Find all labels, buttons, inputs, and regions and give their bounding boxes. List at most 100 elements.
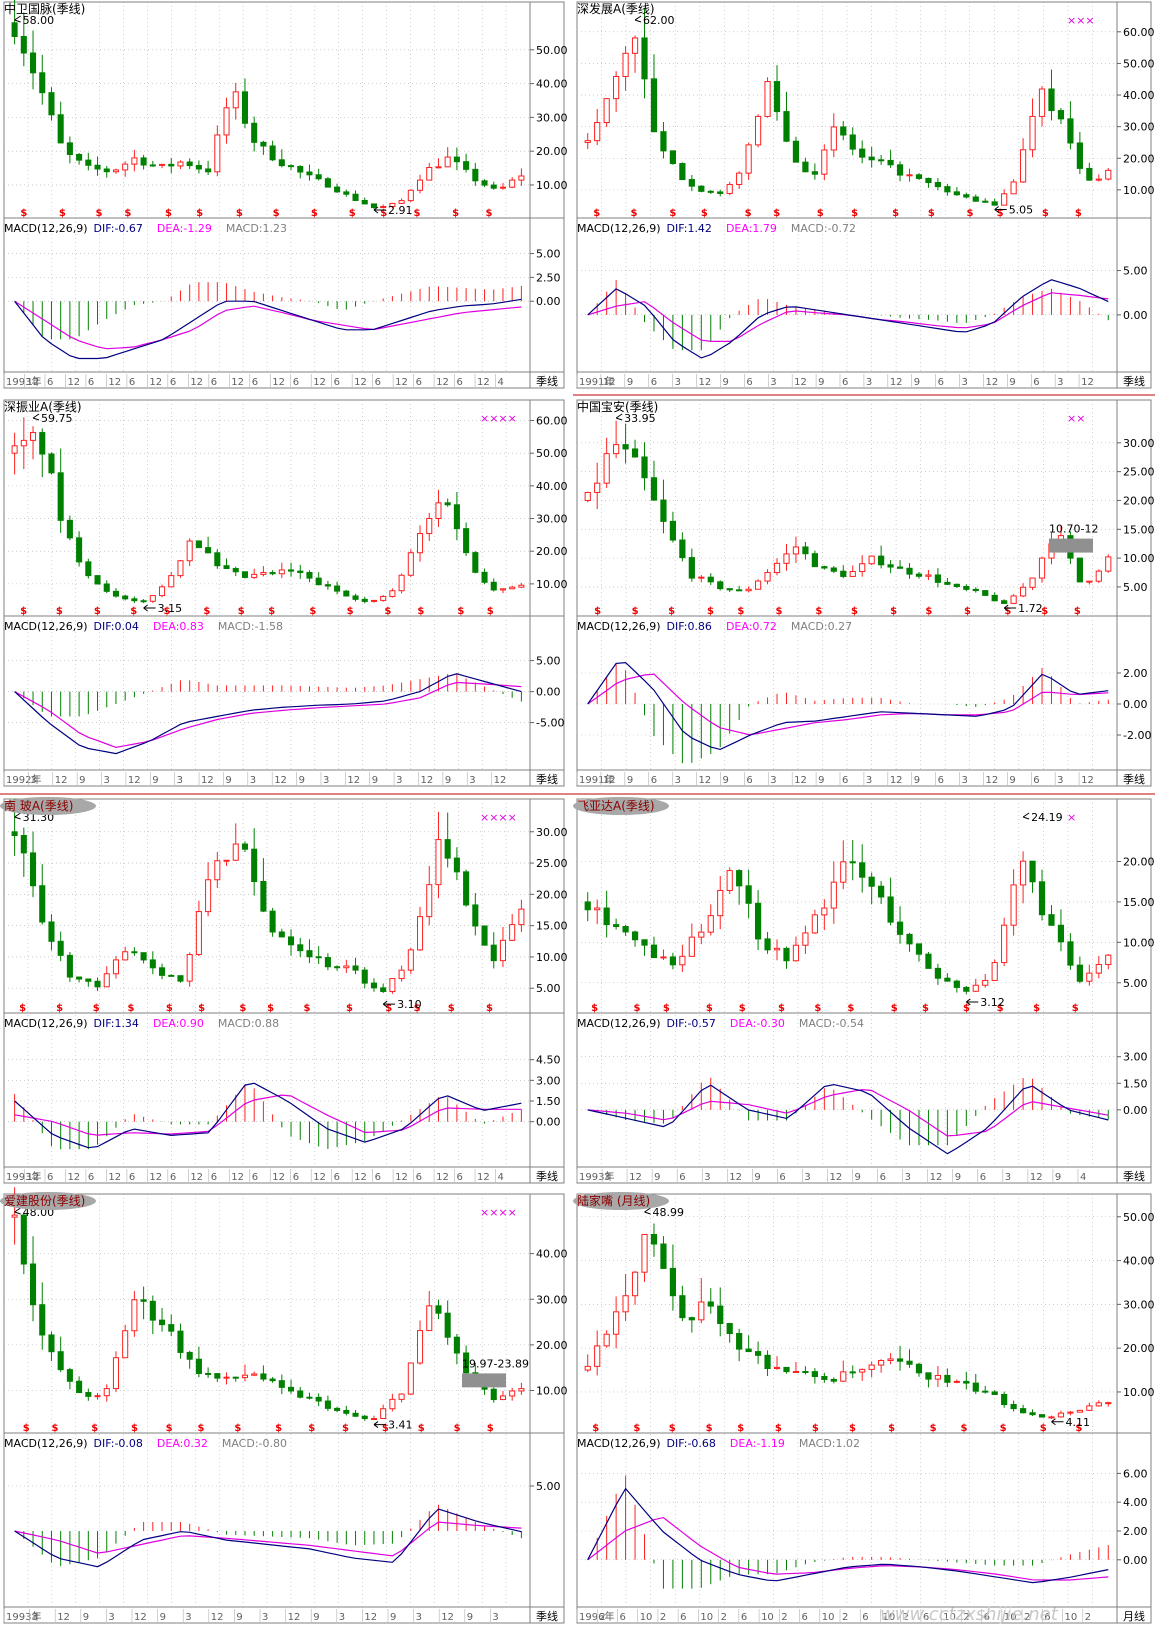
time-label: 12 <box>890 775 903 786</box>
min-price-label: 1.72 <box>1018 602 1042 615</box>
candle <box>426 162 433 181</box>
dif-line <box>587 661 1109 751</box>
candle-body <box>168 163 175 167</box>
signal-marker: $ <box>778 1003 785 1014</box>
panel-frame <box>576 798 1152 1184</box>
signal-marker: $ <box>20 208 27 219</box>
candle-body <box>736 172 743 185</box>
candle-body <box>1019 586 1027 597</box>
time-label: 6 <box>802 1612 808 1623</box>
time-label: 6 <box>938 377 944 388</box>
candle <box>11 0 18 45</box>
candle-body <box>389 1398 396 1410</box>
candle <box>509 177 516 189</box>
candle <box>584 1354 591 1373</box>
candle-body <box>324 178 331 188</box>
candle-body <box>840 126 847 136</box>
candle <box>679 162 686 181</box>
time-label: 6 <box>938 775 944 786</box>
candle-body <box>982 1390 989 1393</box>
macd-dif: DIF:-0.68 <box>667 1437 716 1450</box>
macd-dea: DEA:-1.29 <box>157 222 212 235</box>
time-label: 6 <box>1033 377 1039 388</box>
signal-marker: $ <box>847 1003 854 1014</box>
macd-header: MACD(12,26,9) DIF:-0.08 DEA:0.32 MACD:-0.80 <box>4 1437 287 1450</box>
candle-body <box>149 959 156 969</box>
macd-tick-label: 0.00 <box>1123 309 1148 322</box>
candle <box>717 875 724 930</box>
candle <box>260 140 267 155</box>
min-price-label: 3.10 <box>397 998 422 1011</box>
candle-body <box>811 914 818 934</box>
candle-body <box>830 1378 837 1382</box>
candle-body <box>177 975 184 982</box>
candle-body <box>707 190 714 193</box>
candle <box>679 944 686 972</box>
candle-body <box>370 203 377 209</box>
candle <box>915 943 923 962</box>
candle-body <box>1029 577 1036 588</box>
panel-title: 深发展A(季线) <box>577 1 655 16</box>
candle-body <box>660 1243 667 1269</box>
min-price-label: 3.15 <box>158 602 183 615</box>
candle-body <box>518 175 525 181</box>
candle-body <box>764 572 771 582</box>
candle-body <box>849 861 856 864</box>
candle-body <box>315 956 322 959</box>
candle-body <box>821 1375 828 1380</box>
panel-title: 中国宝安(季线) <box>577 399 658 414</box>
candle <box>490 932 497 969</box>
time-label: 6 <box>170 377 176 388</box>
candle <box>1010 869 1017 936</box>
candle-body <box>613 444 620 455</box>
time-label: 12 <box>288 1612 301 1623</box>
signal-marker: $ <box>669 1423 676 1434</box>
candle <box>195 900 202 957</box>
candle <box>631 930 639 947</box>
candle <box>324 176 331 188</box>
candle <box>223 1372 230 1385</box>
candle-body <box>726 588 733 591</box>
candle <box>669 511 677 543</box>
signal-marker: $ <box>775 1423 782 1434</box>
candle <box>417 525 424 562</box>
price-tick-label: 5.00 <box>536 982 561 995</box>
candle <box>830 861 837 924</box>
candle <box>717 1287 724 1337</box>
candle-body <box>85 159 92 166</box>
panel-frame <box>576 1193 1152 1624</box>
price-tick-label: 50.00 <box>536 447 568 460</box>
candle-body <box>177 1330 184 1353</box>
candle-body <box>896 921 904 935</box>
candle <box>963 192 970 199</box>
candle <box>915 1362 923 1377</box>
candle <box>594 462 601 510</box>
signal-marker: $ <box>275 1423 282 1434</box>
candle <box>849 127 856 156</box>
candle <box>982 590 989 596</box>
min-arrow-icon <box>382 1000 396 1008</box>
candle-body <box>453 1336 460 1354</box>
candle <box>30 30 37 90</box>
dif-line <box>14 673 522 755</box>
time-label: 2 <box>963 1612 969 1623</box>
candle <box>641 939 648 956</box>
signal-marker: $ <box>925 606 932 617</box>
time-label: 9 <box>754 1172 760 1183</box>
candle <box>1048 69 1055 121</box>
price-tick-label: 40.00 <box>536 480 568 493</box>
candle-body <box>159 163 166 166</box>
candle-body <box>407 189 414 202</box>
candle-body <box>260 881 267 912</box>
dea-line <box>587 1088 1109 1137</box>
candle-body <box>232 568 239 573</box>
candle-body <box>613 1311 620 1335</box>
signal-marker: $ <box>663 1003 670 1014</box>
candle <box>269 1377 276 1383</box>
candle-body <box>953 191 960 196</box>
candle <box>481 568 488 585</box>
candle-body <box>214 860 221 881</box>
signal-marker: $ <box>457 606 464 617</box>
candle <box>688 174 695 192</box>
